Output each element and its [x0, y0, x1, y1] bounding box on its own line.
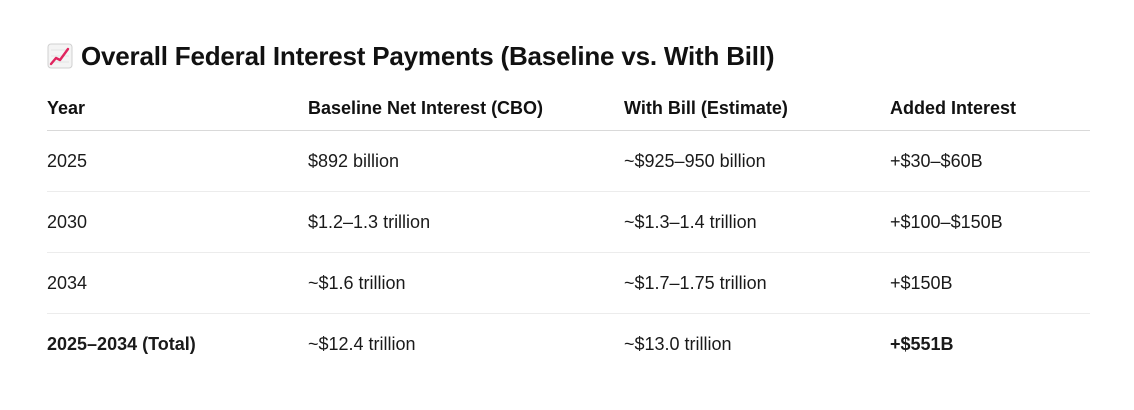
cell-with-bill: ~$1.7–1.75 trillion — [624, 252, 890, 314]
column-header-added-interest: Added Interest — [890, 86, 1090, 131]
cell-year: 2025 — [47, 130, 308, 192]
cell-added-interest: +$551B — [890, 333, 954, 354]
cell-baseline: ~$12.4 trillion — [308, 333, 416, 354]
cell-baseline: ~$1.6 trillion — [308, 252, 624, 314]
cell-with-bill: ~$1.3–1.4 trillion — [624, 191, 890, 253]
cell-with-bill: ~$13.0 trillion — [624, 333, 732, 354]
page-title: Overall Federal Interest Payments (Basel… — [81, 40, 775, 71]
cell-with-bill: ~$925–950 billion — [624, 130, 890, 192]
cell-baseline: $892 billion — [308, 130, 624, 192]
interest-table: Year Baseline Net Interest (CBO) With Bi… — [47, 86, 1090, 374]
cell-year: 2030 — [47, 191, 308, 253]
table-row: 2030 $1.2–1.3 trillion ~$1.3–1.4 trillio… — [47, 191, 1090, 253]
cell-added-interest: +$30–$60B — [890, 130, 1090, 192]
table-row: 2025 $892 billion ~$925–950 billion +$30… — [47, 130, 1090, 192]
cell-added-interest: +$100–$150B — [890, 191, 1090, 253]
cell-added-interest: +$150B — [890, 252, 1090, 314]
section-heading: Overall Federal Interest Payments (Basel… — [47, 38, 775, 74]
cell-year: 2025–2034 (Total) — [47, 333, 196, 354]
table-row: 2034 ~$1.6 trillion ~$1.7–1.75 trillion … — [47, 252, 1090, 314]
chart-increasing-icon — [47, 43, 73, 69]
column-header-with-bill: With Bill (Estimate) — [624, 86, 890, 131]
table-header-row: Year Baseline Net Interest (CBO) With Bi… — [47, 86, 1090, 131]
cell-year: 2034 — [47, 252, 308, 314]
cell-baseline: $1.2–1.3 trillion — [308, 191, 624, 253]
column-header-baseline: Baseline Net Interest (CBO) — [308, 86, 624, 131]
column-header-year: Year — [47, 86, 308, 131]
table-row-total: 2025–2034 (Total) ~$12.4 trillion ~$13.0… — [47, 314, 1090, 375]
